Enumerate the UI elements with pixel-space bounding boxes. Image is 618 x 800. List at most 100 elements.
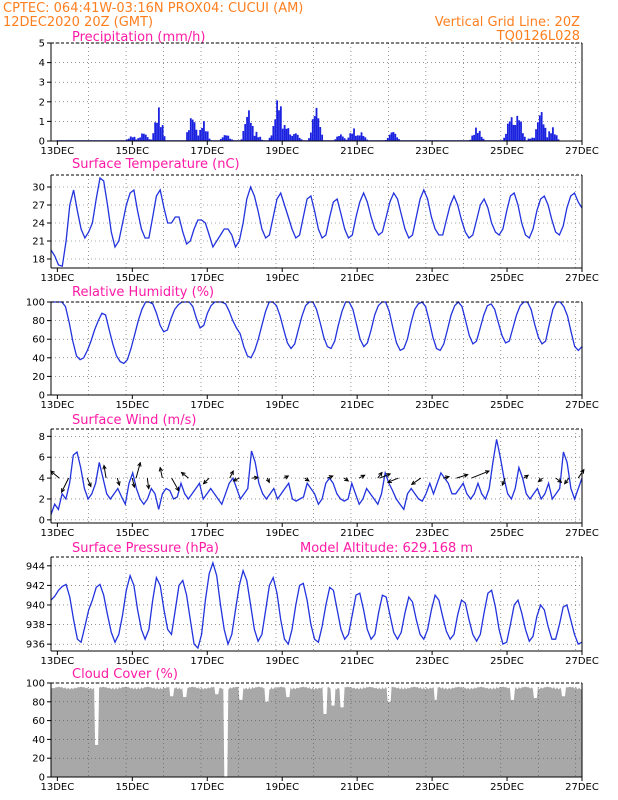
precip-bar xyxy=(223,135,226,141)
precip-xtick-label: 19DEC xyxy=(265,146,299,157)
rh-series-line xyxy=(51,301,583,365)
cloud-xtick-label: 17DEC xyxy=(190,782,224,793)
pres-xtick-label: 25DEC xyxy=(490,656,524,667)
wind-vector-head xyxy=(328,475,334,480)
precip-bar xyxy=(208,138,211,141)
precip-bar xyxy=(231,139,233,141)
wind-vector-shaft xyxy=(171,477,180,491)
temp-xtick-label: 17DEC xyxy=(190,273,224,284)
precip-bar xyxy=(133,136,136,141)
precip-bar xyxy=(508,121,511,141)
wind-panel: Surface Wind (m/s) 0 2 4 6 8 13DEC 15DEC 17DEC 19… xyxy=(39,413,599,539)
precip-bar xyxy=(523,136,526,141)
precip-xtick-label: 15DEC xyxy=(115,146,149,157)
temp-xtick-label: 25DEC xyxy=(490,273,524,284)
precip-bar xyxy=(520,121,522,141)
precip-bar xyxy=(548,131,551,141)
precip-bar xyxy=(482,138,485,141)
precip-bar xyxy=(345,139,348,141)
precip-bar xyxy=(510,117,513,141)
pres-ytick-label: 944 xyxy=(26,561,45,572)
precip-bar xyxy=(141,133,143,141)
cloud-xtick-label: 13DEC xyxy=(41,782,75,793)
precip-bar xyxy=(188,130,190,141)
precip-bar xyxy=(261,139,263,141)
precip-bar xyxy=(298,137,301,141)
rh-xtick-label: 21DEC xyxy=(340,400,374,411)
wind-vector-shaft xyxy=(135,462,141,479)
wind-vector-head xyxy=(175,486,180,492)
wind-xtick-label: 23DEC xyxy=(415,528,449,539)
wind-vector-shaft xyxy=(203,477,210,485)
wind-vector-shaft xyxy=(501,477,506,486)
precip-bar xyxy=(538,115,541,141)
precip-bar xyxy=(366,139,369,141)
precip-bar xyxy=(540,112,543,141)
precip-bar xyxy=(505,133,507,141)
precip-bar xyxy=(137,138,140,141)
precip-bar xyxy=(272,126,275,141)
precip-bar xyxy=(308,138,310,141)
precipitation-panel: Precipitation (mm/h) 0 1 2 3 4 5 13DEC 15DEC 17DE… xyxy=(39,30,599,157)
temperature-title: Surface Temperature (nC) xyxy=(72,157,240,172)
precip-bar xyxy=(229,138,232,141)
precip-bar xyxy=(396,137,399,141)
precip-bar xyxy=(283,125,286,141)
precip-bar xyxy=(242,130,245,141)
header-vertical-grid-note: Vertical Grid Line: 20Z xyxy=(435,15,580,30)
precip-bar xyxy=(319,127,322,141)
precip-bar xyxy=(253,135,256,141)
precip-bar xyxy=(142,133,145,141)
wind-vector-head xyxy=(253,475,259,480)
wind-vector-head xyxy=(386,473,392,478)
wind-vector-head xyxy=(158,466,164,472)
precip-bar xyxy=(203,121,205,141)
wind-vector-head xyxy=(265,478,270,484)
precip-xtick-label: 23DEC xyxy=(415,146,449,157)
precip-bar xyxy=(163,136,166,141)
pres-xtick-label: 23DEC xyxy=(415,656,449,667)
wind-vector-head xyxy=(378,471,383,477)
wind-xtick-label: 13DEC xyxy=(41,528,75,539)
cloud-cover-area xyxy=(51,686,582,777)
precip-bar xyxy=(531,137,534,141)
precip-bar xyxy=(360,132,363,141)
precip-bar xyxy=(544,127,547,141)
pres-xtick-label: 21DEC xyxy=(340,656,374,667)
wind-ytick-label: 8 xyxy=(39,432,45,443)
precip-ytick-label: 4 xyxy=(39,58,45,69)
precip-ytick-label: 1 xyxy=(39,117,45,128)
precip-ytick-label: 5 xyxy=(39,39,45,50)
temp-ytick-label: 27 xyxy=(32,201,45,212)
pres-ytick-label: 936 xyxy=(26,640,45,651)
precip-bar xyxy=(274,119,277,141)
precip-bar xyxy=(516,115,519,141)
temp-xtick-label: 19DEC xyxy=(265,273,299,284)
precip-bar xyxy=(248,110,250,141)
precip-bar xyxy=(281,128,284,141)
precip-bar xyxy=(471,135,474,141)
pressure-title: Surface Pressure (hPa) xyxy=(72,541,219,556)
precip-xtick-label: 21DEC xyxy=(340,146,374,157)
wind-vector-shaft xyxy=(116,477,120,486)
pres-xtick-label: 19DEC xyxy=(265,656,299,667)
precip-bar xyxy=(309,132,312,141)
precip-bar xyxy=(219,138,222,141)
precip-xtick-label: 25DEC xyxy=(490,146,524,157)
precip-bar xyxy=(225,135,228,141)
temp-ytick-label: 24 xyxy=(32,219,45,230)
rh-ytick-label: 0 xyxy=(39,391,45,402)
header-station: CPTEC: 064:41W-03:16N PROX04: CUCUI (AM) xyxy=(3,1,303,16)
wind-series-line xyxy=(50,439,583,515)
wind-vector-head xyxy=(524,474,530,479)
wind-xtick-label: 15DEC xyxy=(115,528,149,539)
precip-bar xyxy=(527,138,530,141)
wind-vector-shaft xyxy=(61,477,70,493)
precip-bar xyxy=(227,135,230,141)
precip-bar xyxy=(351,133,354,141)
precip-bar xyxy=(385,139,387,141)
precip-bar xyxy=(347,137,350,141)
wind-vector-head xyxy=(232,477,238,482)
precip-bar xyxy=(135,139,138,141)
temperature-panel: Surface Temperature (nC) 18 21 24 27 30 13DEC 1… xyxy=(32,157,599,284)
